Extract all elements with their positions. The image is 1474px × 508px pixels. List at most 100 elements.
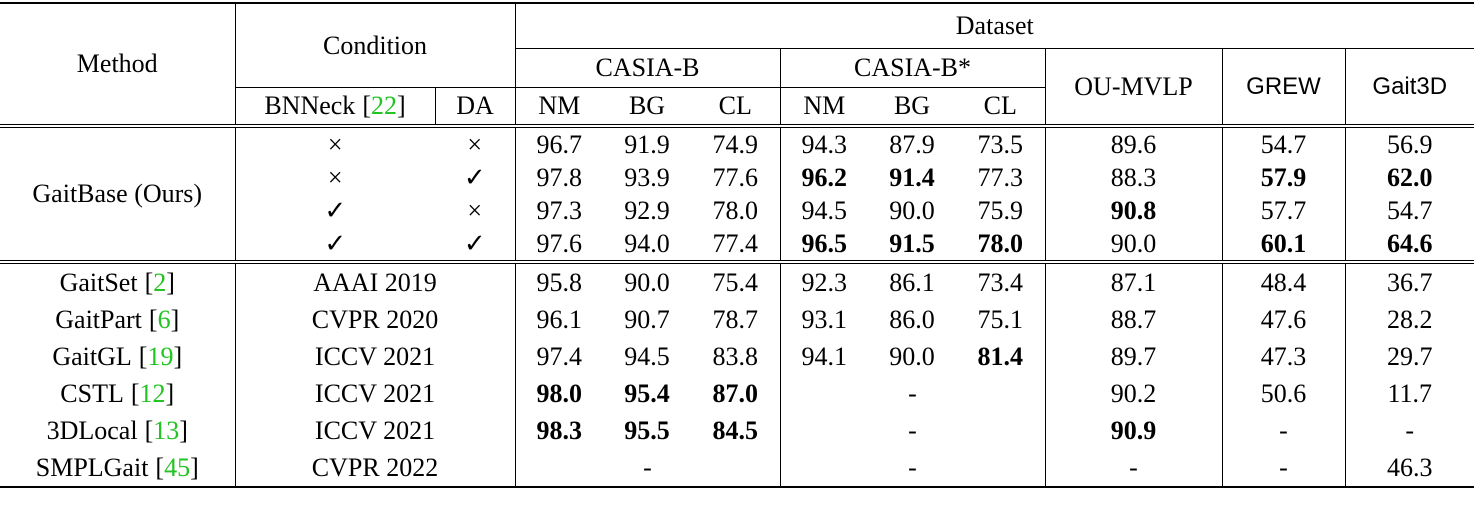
value-cell: 95.5	[603, 412, 691, 449]
value-cell: 98.0	[514, 375, 604, 412]
value-cell: 36.7	[1344, 260, 1474, 301]
header-bnneck: BNNeck [22]	[234, 87, 435, 126]
results-table: Method Condition Dataset CASIA-B CASIA-B* OU-…	[0, 2, 1474, 488]
bracket: ]	[396, 91, 406, 120]
value-cell: 50.6	[1221, 375, 1346, 412]
header-gait3d: Gait3D	[1344, 48, 1474, 126]
value-cell: 86.1	[868, 260, 957, 301]
value-cell: 75.9	[977, 195, 1024, 225]
header-sub-column: CL	[983, 91, 1017, 120]
header-sub-column: NM	[779, 87, 869, 126]
value-cell: 81.4	[956, 338, 1045, 375]
value-cell: 90.0	[889, 195, 935, 225]
bold-value: 96.2	[801, 162, 848, 192]
table-row: GaitPart [6] CVPR 2020 96.1 90.7 78.7 93.1 86.0…	[0, 301, 1474, 338]
method-cell: GaitPart [6]	[0, 301, 235, 338]
citation: [19]	[139, 342, 182, 371]
method-name: GaitSet	[59, 267, 138, 297]
value-cell: 96.1	[514, 301, 604, 338]
value-cell: 60.1	[1221, 227, 1346, 262]
value-cell: -	[1221, 449, 1346, 488]
citation: [12]	[131, 379, 174, 408]
bold-value: 91.5	[889, 228, 935, 258]
value-cell: 90.7	[624, 304, 670, 334]
citation-number: 19	[147, 341, 174, 371]
value-cell: 64.6	[1344, 227, 1474, 262]
value-cell: 78.0	[956, 227, 1045, 262]
value-cell: 87.1	[1044, 260, 1223, 301]
value-cell: 97.8	[514, 161, 604, 194]
da-cell: ×	[435, 124, 516, 161]
bold-value: 62.0	[1387, 162, 1433, 192]
bold-value: 60.1	[1260, 228, 1307, 258]
value-cell: 90.0	[1044, 227, 1223, 262]
citation-number: 2	[153, 267, 167, 297]
venue-cell: AAAI 2019	[234, 260, 516, 301]
table-row: Method Condition Dataset	[0, 2, 1474, 126]
value-cell: 56.9	[1344, 124, 1474, 161]
value-cell: 11.7	[1344, 375, 1474, 412]
citation: [22]	[362, 91, 405, 120]
value-cell: 78.7	[712, 304, 759, 334]
citation: [2]	[145, 268, 175, 297]
header-sub-column: NM	[514, 87, 604, 126]
header-casia-b-star: CASIA-B*	[779, 48, 1046, 88]
value-cell: 73.5	[956, 124, 1046, 161]
value-cell: 94.5	[624, 341, 670, 371]
value-cell: 96.7	[514, 124, 604, 161]
citation-number: 45	[164, 452, 191, 482]
table-row: BNNeck [22] DA NM BG CL NM BG CL	[0, 87, 1474, 126]
value-cell: -	[779, 375, 1046, 412]
citation-number: 13	[153, 415, 180, 445]
value-cell: 97.4	[514, 338, 604, 375]
value-cell: 77.4	[712, 228, 759, 258]
header-method: Method	[0, 2, 235, 126]
value-cell: 94.5	[779, 194, 869, 227]
value-cell: 84.5	[691, 412, 780, 449]
bnneck-cell: ×	[234, 124, 435, 161]
value-cell: 96.5	[779, 227, 869, 262]
value-cell: 88.7	[1044, 301, 1223, 338]
value-cell: 57.7	[1221, 194, 1346, 227]
table-row: GaitGL [19] ICCV 2021 97.4 94.5 83.8 94.1 90.0 8…	[0, 338, 1474, 375]
bracket: [	[148, 304, 158, 334]
value-cell: -	[1221, 412, 1346, 449]
value-cell: 54.7	[1221, 124, 1346, 161]
table-row: ✓ × 97.3 92.9 78.0 94.5 90.0 75.9 90.8 57.7 54.7	[0, 194, 1474, 227]
bold-value: 98.0	[536, 378, 583, 408]
value-cell: 86.0	[889, 304, 935, 334]
method-name: CSTL	[60, 378, 124, 408]
venue-cell: ICCV 2021	[234, 338, 516, 375]
value-cell: 62.0	[1344, 161, 1474, 194]
value-cell: 94.3	[779, 124, 869, 161]
method-cell: GaitBase (Ours)	[0, 124, 235, 262]
value-cell: 97.6	[514, 227, 604, 262]
value-cell: 91.5	[868, 227, 956, 262]
bold-value: 96.5	[801, 228, 848, 258]
method-name: GaitGL	[52, 341, 132, 371]
value-cell: 78.0	[712, 195, 759, 225]
value-cell: 77.6	[712, 162, 759, 192]
bracket: [	[155, 452, 165, 482]
venue-cell: ICCV 2021	[234, 375, 516, 412]
bold-value: 95.4	[624, 378, 670, 408]
bold-value: 90.8	[1110, 195, 1157, 225]
bracket: [	[130, 378, 140, 408]
method-cell: SMPLGait [45]	[0, 449, 235, 488]
header-sub-column: BG	[628, 91, 666, 120]
da-cell: ✓	[463, 228, 486, 258]
value-cell: 77.3	[977, 162, 1024, 192]
value-cell: 95.8	[514, 260, 604, 301]
method-name: GaitPart	[55, 304, 142, 334]
bold-value: 98.3	[536, 415, 583, 445]
value-cell: 73.4	[956, 260, 1046, 301]
table-row: SMPLGait [45] CVPR 2022- - - -46.3	[0, 449, 1474, 488]
bracket: [	[144, 415, 154, 445]
bold-value: 84.5	[712, 415, 759, 445]
bold-value: 57.9	[1260, 162, 1307, 192]
value-cell: 57.9	[1221, 161, 1346, 194]
bold-value: 95.5	[624, 415, 670, 445]
header-grew: GREW	[1221, 48, 1346, 126]
bracket: [	[138, 341, 148, 371]
table-row: 3DLocal [13] ICCV 2021 98.3 95.5 84.5-90.9- -	[0, 412, 1474, 449]
